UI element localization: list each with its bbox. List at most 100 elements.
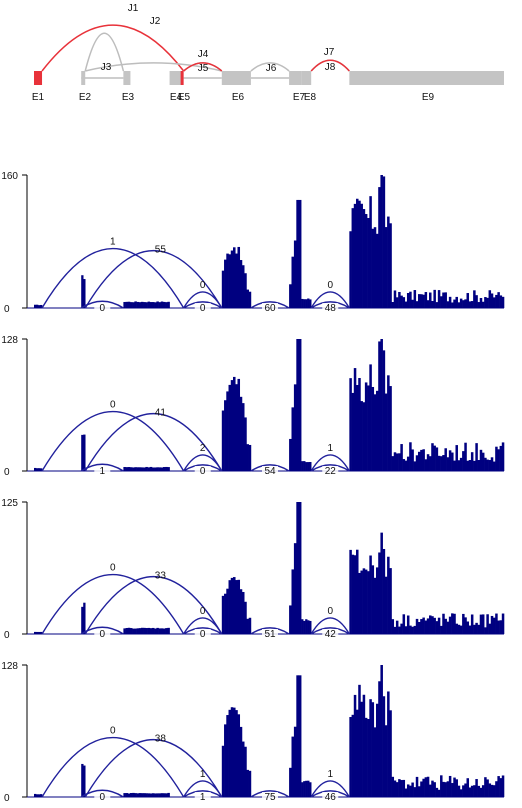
coverage-bar	[136, 467, 140, 471]
coverage-bar	[484, 777, 487, 797]
coverage-bar	[473, 460, 476, 471]
coverage-bar	[459, 457, 463, 471]
coverage-bar	[248, 291, 252, 308]
coverage-bar	[393, 290, 397, 308]
coverage-bar	[40, 468, 43, 471]
coverage-bar	[417, 621, 421, 634]
coverage-bar	[384, 393, 388, 471]
coverage-bar	[356, 549, 359, 634]
coverage-bar	[244, 417, 247, 471]
coverage-bar	[140, 627, 144, 634]
coverage-bar	[481, 301, 485, 308]
coverage-bar	[127, 627, 131, 634]
coverage-bar	[404, 626, 408, 634]
coverage-bar	[468, 460, 472, 471]
coverage-bar	[125, 627, 129, 634]
coverage-bar	[303, 299, 306, 308]
coverage-bar	[451, 452, 454, 471]
coverage-bar	[492, 461, 496, 471]
coverage-bar	[309, 299, 312, 308]
coverage-bar	[36, 468, 39, 471]
junction-label: J4	[198, 49, 209, 60]
count-label-bg	[94, 466, 111, 476]
coverage-bar	[492, 617, 496, 634]
coverage-bar	[395, 453, 399, 471]
junction-count: 51	[264, 629, 276, 640]
coverage-bar	[373, 394, 377, 471]
coverage-bar	[424, 459, 428, 471]
coverage-bar	[486, 614, 489, 634]
coverage-bar	[364, 214, 368, 308]
coverage-bar	[140, 467, 144, 471]
coverage-bar	[415, 776, 419, 797]
coverage-bar	[495, 294, 498, 308]
coverage-bar	[147, 793, 151, 797]
coverage-bar	[134, 793, 137, 797]
coverage-bar	[462, 300, 465, 308]
coverage-bar	[230, 577, 234, 634]
junction-count: 0	[100, 792, 106, 803]
coverage-bar	[136, 793, 140, 797]
coverage-bar	[488, 783, 492, 797]
exon-label: E1	[32, 92, 45, 103]
coverage-bar	[298, 502, 302, 634]
coverage-bar	[156, 467, 159, 471]
coverage-bar	[34, 793, 37, 797]
coverage-bar	[417, 294, 421, 308]
coverage-bar	[143, 793, 146, 797]
coverage-bar	[424, 620, 428, 634]
coverage-bar	[143, 467, 146, 471]
coverage-panel: 128 0 0 41 1 2 0 54 1 22	[1, 335, 505, 478]
coverage-bar	[246, 769, 249, 797]
junction-arc	[84, 250, 223, 309]
coverage-bar	[451, 783, 454, 797]
coverage-bar	[384, 725, 388, 797]
coverage-bar	[400, 623, 403, 634]
coverage-bar	[442, 455, 445, 471]
coverage-bar	[378, 681, 381, 797]
junction-count: 2	[200, 443, 206, 454]
coverage-bar	[470, 614, 474, 634]
coverage-bar	[129, 628, 133, 634]
count-label-bg	[194, 466, 211, 476]
coverage-bar	[351, 554, 355, 634]
coverage-bar	[367, 218, 370, 308]
coverage-bar	[473, 785, 476, 797]
coverage-bar	[466, 621, 470, 634]
coverage-bar	[417, 451, 421, 471]
coverage-bar	[349, 549, 352, 634]
coverage-bar	[293, 543, 297, 634]
coverage-bar	[475, 779, 478, 797]
coverage-bar	[165, 466, 168, 471]
coverage-bar	[132, 467, 135, 471]
coverage-bar	[127, 467, 131, 471]
coverage-bar	[138, 467, 142, 471]
coverage-bar	[129, 302, 133, 308]
coverage-bar	[358, 200, 361, 308]
coverage-bar	[298, 199, 302, 308]
coverage-bar	[442, 292, 445, 308]
coverage-bar	[435, 302, 439, 308]
coverage-bar	[413, 461, 417, 471]
coverage-bar	[395, 782, 399, 797]
coverage-bar	[446, 457, 450, 471]
coverage-bar	[466, 460, 470, 471]
coverage-bar	[248, 770, 252, 797]
junction-count: 0	[200, 280, 206, 291]
coverage-bar	[127, 301, 131, 308]
coverage-bar	[364, 569, 368, 634]
coverage-bar	[140, 793, 144, 797]
coverage-bar	[246, 618, 249, 634]
coverage-bar	[459, 298, 463, 308]
coverage-bar	[393, 452, 397, 471]
coverage-bar	[371, 702, 375, 797]
coverage-bar	[415, 455, 419, 471]
coverage-bar	[369, 555, 372, 634]
coverage-bar	[309, 462, 312, 471]
coverage-bar	[464, 617, 467, 634]
junction-label: J2	[150, 16, 161, 27]
coverage-bar	[382, 548, 386, 634]
coverage-bar	[360, 401, 363, 471]
